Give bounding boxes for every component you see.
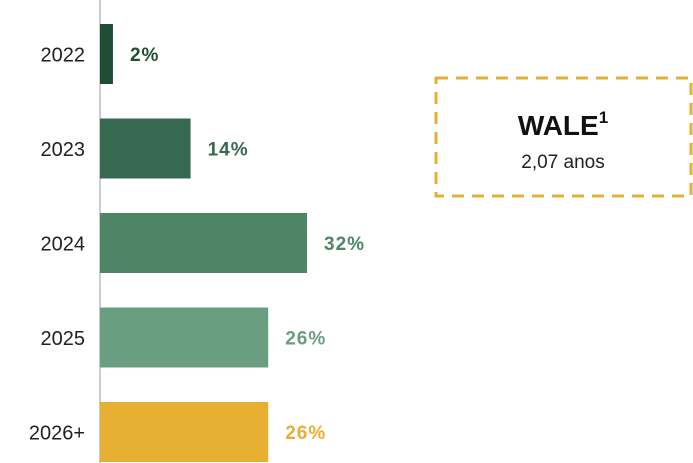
y-tick-label: 2026+ [29,422,85,444]
annotation-title-text: WALE [518,110,599,141]
annotation-box [434,76,693,198]
bar [100,402,269,462]
value-label: 2% [130,45,159,66]
y-tick-label: 2024 [41,233,86,255]
bar [100,118,191,179]
bar [100,307,269,368]
bar [100,213,308,273]
y-tick-label: 2025 [41,328,86,350]
value-label: 14% [208,140,249,161]
annotation-text: 2,07 anos [521,152,604,173]
y-tick-label: 2023 [41,139,86,161]
value-label: 32% [324,234,365,255]
annotation-superscript: 1 [599,108,608,127]
value-label: 26% [285,329,326,350]
y-tick-label: 2022 [41,44,86,66]
value-label: 26% [285,423,326,444]
bar [100,24,113,84]
annotation-title: WALE1 [518,108,608,141]
